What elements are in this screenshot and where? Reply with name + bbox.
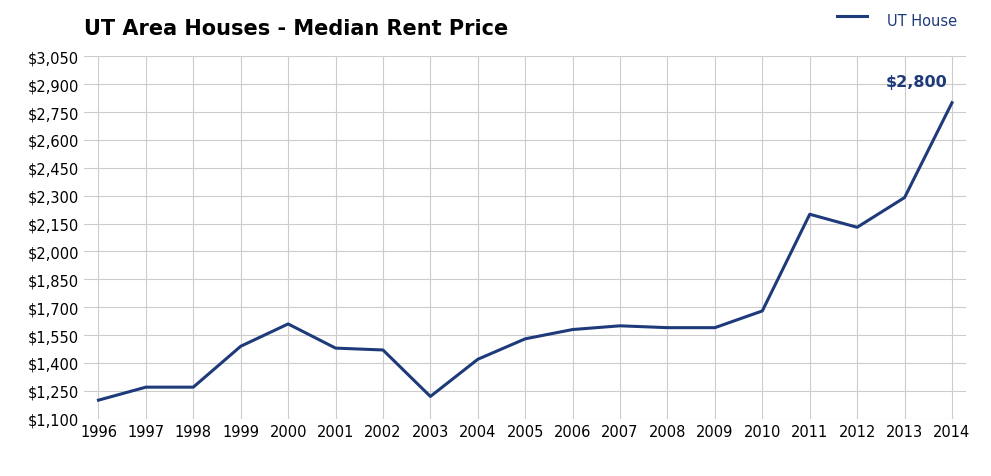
UT House [330,346,342,351]
Text: $2,800: $2,800 [885,75,947,90]
UT House [92,397,104,403]
UT House [140,385,152,390]
UT House [614,323,626,329]
UT House [899,195,911,201]
UT House [851,225,863,231]
Text: UT House: UT House [887,14,957,29]
UT House [756,308,768,314]
UT House [472,357,484,362]
UT House [187,385,199,390]
Line: UT House: UT House [98,103,952,400]
UT House [282,321,294,327]
UT House [709,325,720,331]
UT House [567,327,579,333]
UT House [946,100,958,106]
UT House [662,325,674,331]
UT House [519,336,531,342]
UT House [804,212,816,218]
Text: UT Area Houses - Median Rent Price: UT Area Houses - Median Rent Price [84,19,508,39]
UT House [235,344,247,349]
UT House [377,347,388,353]
UT House [424,394,436,399]
